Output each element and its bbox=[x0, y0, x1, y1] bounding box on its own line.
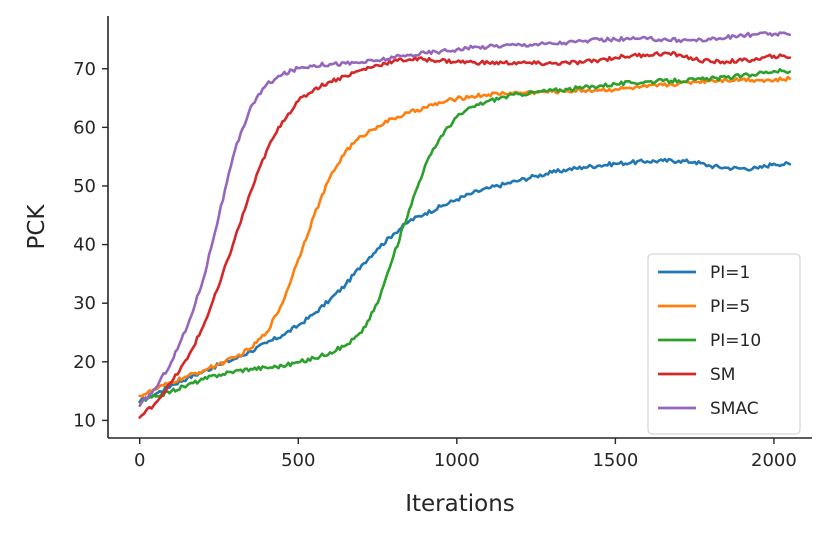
legend-label: SM bbox=[710, 365, 735, 385]
x-axis-label: Iterations bbox=[405, 491, 515, 517]
y-tick-label: 50 bbox=[73, 176, 96, 197]
y-tick-label: 30 bbox=[73, 293, 96, 314]
x-tick-label: 2000 bbox=[751, 450, 797, 471]
legend-label: PI=5 bbox=[710, 297, 750, 317]
axes: 0 500 1000 1500 2000 10 20 30 40 50 60 70 bbox=[73, 16, 812, 471]
y-tick-label: 60 bbox=[73, 117, 96, 138]
series-line-pi-1 bbox=[138, 157, 792, 404]
series-line-pi-10 bbox=[138, 68, 792, 404]
y-axis-label: PCK bbox=[24, 204, 50, 250]
x-tick-label: 500 bbox=[281, 450, 315, 471]
legend-frame bbox=[647, 253, 801, 435]
legend: PI=1 PI=5 PI=10 SM SMAC bbox=[647, 253, 801, 435]
y-tick-label: 70 bbox=[73, 59, 96, 80]
series-line-sm bbox=[138, 50, 792, 419]
x-tick-label: 0 bbox=[134, 450, 145, 471]
y-tick-label: 10 bbox=[73, 410, 96, 431]
y-ticks: 10 20 30 40 50 60 70 bbox=[73, 59, 108, 431]
x-tick-label: 1500 bbox=[592, 450, 638, 471]
x-ticks: 0 500 1000 1500 2000 bbox=[134, 438, 797, 471]
legend-label: PI=1 bbox=[710, 263, 750, 283]
legend-label: SMAC bbox=[710, 399, 759, 419]
series-line-smac bbox=[138, 31, 792, 408]
y-tick-label: 40 bbox=[73, 235, 96, 256]
x-tick-label: 1000 bbox=[434, 450, 480, 471]
y-tick-label: 20 bbox=[73, 352, 96, 373]
plot-lines bbox=[138, 31, 792, 419]
legend-label: PI=10 bbox=[710, 331, 761, 351]
